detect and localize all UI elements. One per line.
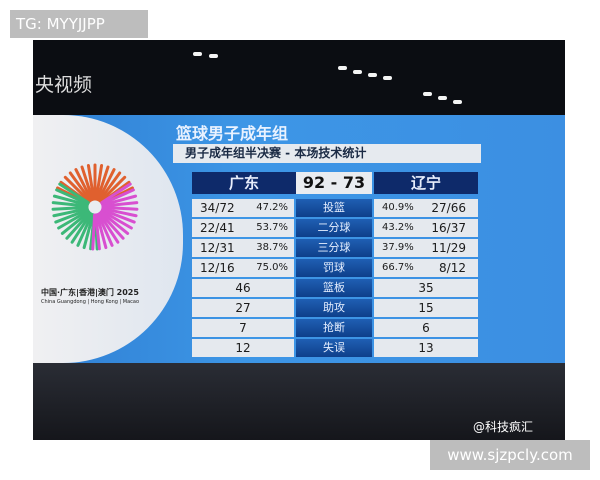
ceiling-light [438, 96, 447, 100]
broadcaster-logo: 央视频 [35, 74, 93, 96]
away-pct: 40.9% [382, 202, 414, 213]
home-made-attempted: 22/41 [200, 221, 235, 235]
away-pct: 43.2% [382, 222, 414, 233]
ceiling-light [383, 76, 392, 80]
stats-screen: 中国·广东|香港|澳门 2025 China Guangdong | Hong … [33, 115, 565, 363]
away-team: 辽宁 [374, 172, 478, 194]
home-pct: 53.7% [256, 222, 288, 233]
watermark-top: TG: MYYJJPP [10, 10, 148, 38]
stat-row: 46 35 篮板 [33, 279, 565, 297]
stat-label: 助攻 [296, 299, 372, 317]
watermark-bottom: www.sjzpcly.com [430, 440, 590, 470]
ceiling-light [353, 70, 362, 74]
stat-row: 12 13 失误 [33, 339, 565, 357]
stat-row: 12/16 75.0% 66.7% 8/12 罚球 [33, 259, 565, 277]
board-title: 篮球男子成年组 [176, 124, 289, 143]
ceiling-light [453, 100, 462, 104]
logo-text: 中国·广东|香港|澳门 2025 [41, 288, 139, 297]
stat-label: 二分球 [296, 219, 372, 237]
away-made-attempted: 27/66 [431, 201, 466, 215]
home-made-attempted: 34/72 [200, 201, 235, 215]
home-pct: 38.7% [256, 242, 288, 253]
away-pct: 66.7% [382, 262, 414, 273]
stat-row: 12/31 38.7% 37.9% 11/29 三分球 [33, 239, 565, 257]
away-cell: 37.9% 11/29 [374, 239, 478, 257]
weibo-watermark: @科技疯汇 [473, 420, 534, 434]
home-team: 广东 [192, 172, 296, 194]
ceiling-light [209, 54, 218, 58]
home-cell: 12/31 38.7% [192, 239, 294, 257]
away-made-attempted: 8/12 [439, 261, 466, 275]
home-made-attempted: 12/31 [200, 241, 235, 255]
away-value: 35 [374, 279, 478, 297]
home-value: 12 [192, 339, 294, 357]
away-made-attempted: 11/29 [431, 241, 466, 255]
home-cell: 22/41 53.7% [192, 219, 294, 237]
home-value: 27 [192, 299, 294, 317]
home-made-attempted: 12/16 [200, 261, 235, 275]
ceiling-light [368, 73, 377, 77]
home-pct: 75.0% [256, 262, 288, 273]
home-cell: 34/72 47.2% [192, 199, 294, 217]
away-cell: 43.2% 16/37 [374, 219, 478, 237]
logo-subtext: China Guangdong | Hong Kong | Macao [41, 299, 140, 305]
games-emblem-icon [51, 163, 139, 251]
stat-label: 抢断 [296, 319, 372, 337]
away-value: 15 [374, 299, 478, 317]
stat-row: 27 15 助攻 [33, 299, 565, 317]
crowd [33, 363, 565, 440]
stat-label: 失误 [296, 339, 372, 357]
away-cell: 66.7% 8/12 [374, 259, 478, 277]
board-subtitle: 男子成年组半决赛 - 本场技术统计 [173, 144, 481, 163]
stat-label: 罚球 [296, 259, 372, 277]
home-value: 46 [192, 279, 294, 297]
score: 92 - 73 [296, 172, 372, 194]
ceiling-light [338, 66, 347, 70]
stat-row: 7 6 抢断 [33, 319, 565, 337]
home-pct: 47.2% [256, 202, 288, 213]
stat-label: 篮板 [296, 279, 372, 297]
away-value: 6 [374, 319, 478, 337]
stat-label: 投篮 [296, 199, 372, 217]
ceiling-light [193, 52, 202, 56]
away-made-attempted: 16/37 [431, 221, 466, 235]
ceiling-light [423, 92, 432, 96]
home-cell: 12/16 75.0% [192, 259, 294, 277]
stat-row: 22/41 53.7% 43.2% 16/37 二分球 [33, 219, 565, 237]
home-value: 7 [192, 319, 294, 337]
away-value: 13 [374, 339, 478, 357]
stat-row: 34/72 47.2% 40.9% 27/66 投篮 [33, 199, 565, 217]
tv-photo: 央视频 中国·广东|香港|澳门 2025 China Guangdong | H… [33, 40, 565, 440]
away-cell: 40.9% 27/66 [374, 199, 478, 217]
away-pct: 37.9% [382, 242, 414, 253]
stat-label: 三分球 [296, 239, 372, 257]
